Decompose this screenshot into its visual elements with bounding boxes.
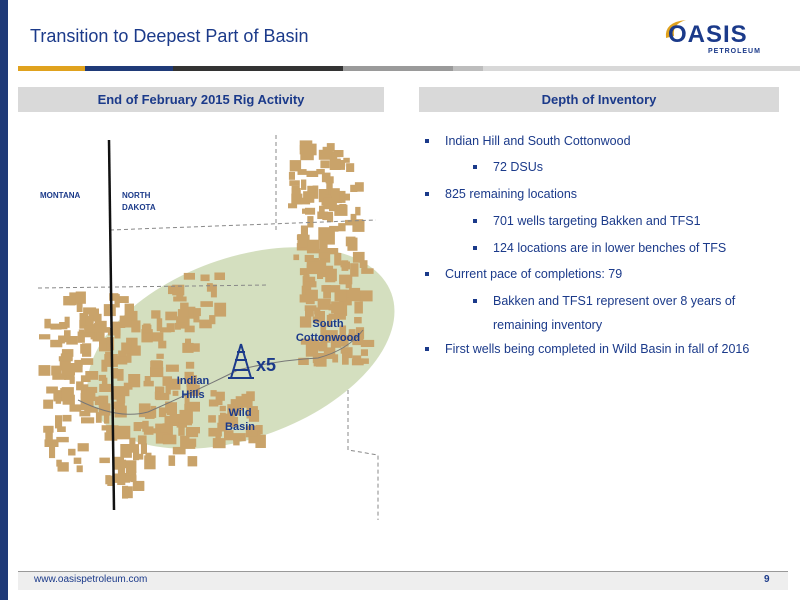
footer-band bbox=[18, 572, 788, 590]
wild-basin-label-1: Wild bbox=[228, 407, 251, 419]
indian-hills-label-2: Hills bbox=[181, 389, 204, 401]
inventory-heading: Depth of Inventory bbox=[419, 87, 779, 112]
bullet-marker bbox=[425, 192, 429, 196]
acreage-blocks bbox=[38, 140, 375, 499]
header-color-stripes bbox=[18, 66, 800, 71]
page-title: Transition to Deepest Part of Basin bbox=[30, 26, 309, 46]
bullet-item: 701 wells targeting Bakken and TFS1 bbox=[473, 214, 701, 228]
bullet-text: 701 wells targeting Bakken and TFS1 bbox=[493, 214, 701, 228]
bullet-text: First wells being completed in Wild Basi… bbox=[445, 342, 750, 356]
south-cottonwood-label-1: South bbox=[312, 318, 343, 330]
bullet-item: 124 locations are in lower benches of TF… bbox=[473, 241, 726, 255]
logo-main-text: OASIS bbox=[668, 21, 748, 48]
bullet-text: 124 locations are in lower benches of TF… bbox=[493, 241, 727, 255]
bullet-marker bbox=[473, 219, 477, 223]
state-border bbox=[107, 139, 116, 511]
left-edge-bar bbox=[0, 0, 8, 600]
bullet-text: 72 DSUs bbox=[493, 160, 544, 174]
bullet-marker bbox=[425, 272, 429, 276]
bullet-item: 825 remaining locations bbox=[425, 187, 577, 201]
bullet-item: Current pace of completions: 79 bbox=[425, 267, 622, 281]
montana-label: MONTANA bbox=[40, 191, 81, 200]
bullet-marker bbox=[473, 299, 477, 303]
wild-basin-label-2: Basin bbox=[225, 421, 255, 433]
county-boundaries bbox=[37, 135, 379, 520]
south-cottonwood-label-2: Cottonwood bbox=[296, 332, 360, 344]
bullet-item: 72 DSUs bbox=[473, 160, 543, 174]
indian-hills-label-1: Indian bbox=[177, 375, 210, 387]
north-dakota-label-1: NORTH bbox=[122, 191, 151, 200]
bullet-item: Bakken and TFS1 represent over 8 years o… bbox=[473, 294, 735, 308]
logo-sub-text: PETROLEUM bbox=[708, 48, 761, 55]
bullet-marker bbox=[425, 139, 429, 143]
bullet-text: Indian Hill and South Cottonwood bbox=[445, 134, 631, 148]
bullet-item: Indian Hill and South Cottonwood bbox=[425, 134, 631, 148]
bullet-text: Current pace of completions: 79 bbox=[445, 267, 623, 281]
rig-activity-heading: End of February 2015 Rig Activity bbox=[18, 87, 384, 112]
page-number: 9 bbox=[764, 574, 770, 585]
rig-count: x5 bbox=[256, 355, 276, 375]
oasis-petroleum-logo: OASIS PETROLEUM bbox=[665, 20, 761, 55]
bullet-marker bbox=[473, 246, 477, 250]
bullet-text: Bakken and TFS1 represent over 8 years o… bbox=[493, 294, 736, 308]
footer-rule bbox=[18, 571, 788, 572]
bullet-marker bbox=[425, 347, 429, 351]
bullet-text: remaining inventory bbox=[493, 318, 603, 332]
north-dakota-label-2: DAKOTA bbox=[122, 203, 156, 212]
footer-url[interactable]: www.oasispetroleum.com bbox=[34, 574, 148, 585]
bullet-item: remaining inventory bbox=[473, 318, 602, 332]
bullet-marker bbox=[473, 165, 477, 169]
rig-icon bbox=[228, 343, 254, 379]
bullet-text: 825 remaining locations bbox=[445, 187, 578, 201]
rig-activity-map: MONTANA NORTH DAKOTA South Cottonwood In… bbox=[37, 135, 395, 520]
bullet-item: First wells being completed in Wild Basi… bbox=[425, 342, 749, 356]
